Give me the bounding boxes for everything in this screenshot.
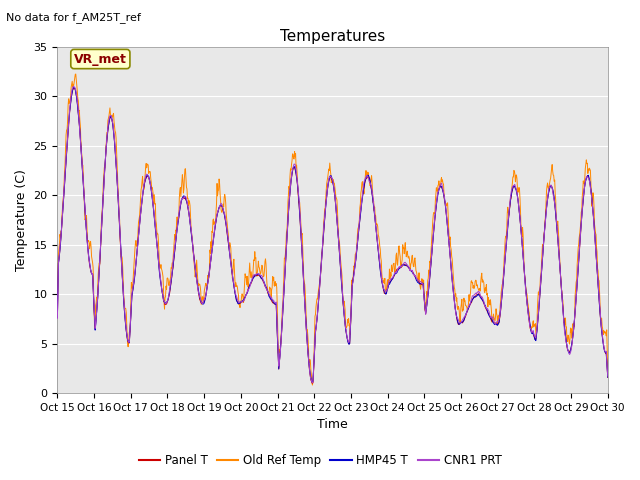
Y-axis label: Temperature (C): Temperature (C): [15, 169, 28, 271]
X-axis label: Time: Time: [317, 419, 348, 432]
Text: VR_met: VR_met: [74, 52, 127, 66]
Text: No data for f_AM25T_ref: No data for f_AM25T_ref: [6, 12, 141, 23]
Title: Temperatures: Temperatures: [280, 29, 385, 44]
Legend: Panel T, Old Ref Temp, HMP45 T, CNR1 PRT: Panel T, Old Ref Temp, HMP45 T, CNR1 PRT: [134, 449, 506, 472]
